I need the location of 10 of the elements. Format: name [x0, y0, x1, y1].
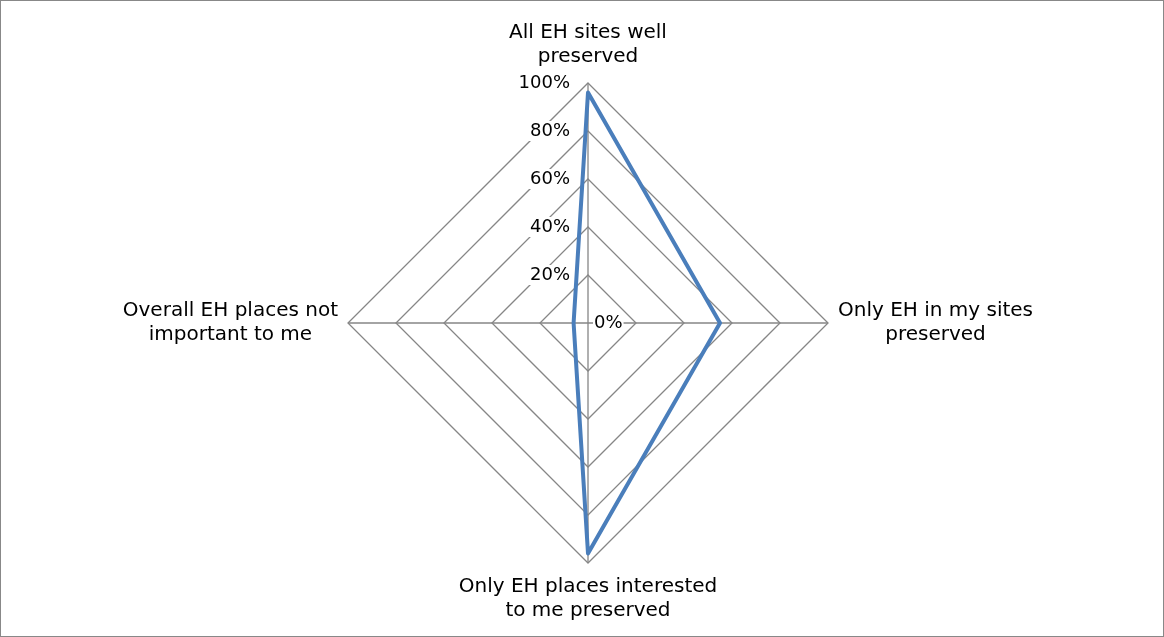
spoke-label: All EH sites well preserved	[509, 19, 667, 68]
spoke-label: Overall EH places not important to me	[122, 297, 339, 346]
spoke-label: Only EH places interested to me preserved	[458, 573, 718, 622]
y-tick-label: 60%	[529, 166, 571, 188]
y-tick-label: 0%	[594, 310, 623, 332]
y-tick-label: 40%	[529, 214, 571, 236]
y-tick-label: 20%	[529, 262, 571, 284]
y-tick-label: 100%	[518, 70, 571, 92]
y-tick-label: 80%	[529, 118, 571, 140]
spoke-label: Only EH in my sites preserved	[838, 297, 1034, 346]
